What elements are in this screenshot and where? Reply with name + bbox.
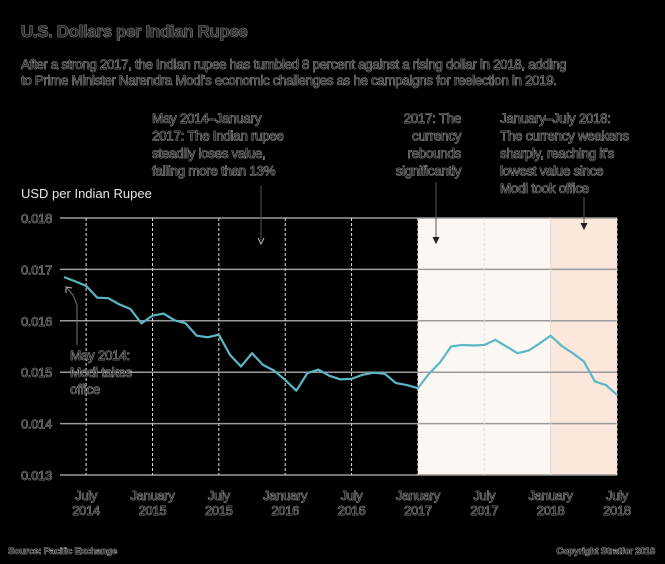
shaded-period-2017 [417, 218, 551, 475]
gridlines [60, 217, 618, 476]
x-tick-label-year: 2016 [271, 503, 299, 518]
subtitle-line-2: to Prime Minister Narendra Modi's econom… [21, 73, 557, 88]
arrow-head-icon [432, 236, 440, 245]
x-tick-label-month: January [130, 488, 175, 503]
x-tick-label-month: July [341, 488, 364, 503]
arrow-line-4 [66, 287, 78, 345]
chart-title: U.S. Dollars per Indian Rupee [21, 22, 247, 41]
annotation-line: falling more than 13% [152, 164, 276, 179]
y-tick-label: 0.017 [21, 262, 52, 277]
annotation-line: 2017: The [404, 111, 461, 126]
annotation-2017: 2017: The currency rebounds significantly [395, 111, 462, 179]
x-tick-label-month: July [473, 488, 496, 503]
x-tick-label-year: 2018 [537, 503, 565, 518]
x-tick-label-month: July [606, 488, 629, 503]
x-tick-label-year: 2014 [72, 503, 100, 518]
y-tick-label: 0.013 [21, 468, 52, 483]
x-tick-label-month: January [396, 488, 441, 503]
series-line [63, 276, 618, 396]
x-tick-label-year: 2015 [205, 503, 233, 518]
y-tick-label: 0.018 [21, 211, 52, 226]
x-tick-label-year: 2016 [338, 503, 366, 518]
x-tick-label-month: July [75, 488, 98, 503]
annotation-line: significantly [396, 164, 462, 179]
y-tick-label: 0.014 [21, 417, 52, 432]
annotation-line: sharply, reaching it's [500, 146, 615, 161]
shaded-periods [417, 218, 617, 475]
x-tick-label-month: January [263, 488, 308, 503]
x-tick-label-year: 2017 [470, 503, 498, 518]
y-tick-label: 0.015 [21, 365, 52, 380]
y-tick-label: 0.016 [21, 314, 52, 329]
source-note: Source: Pacific Exchange [8, 546, 117, 557]
annotation-line: lowest value since [500, 164, 603, 179]
shaded-period-2018 [550, 218, 617, 475]
copyright-note: Copyright Stratfor 2018 [556, 546, 655, 557]
y-axis-ticks: 0.013 0.014 0.015 0.016 0.017 0.018 [21, 211, 53, 484]
y-axis-label: USD per Indian Rupee [21, 186, 152, 201]
x-tick-label-month: January [529, 488, 574, 503]
annotation-line: May 2014–January [152, 111, 262, 126]
x-tick-label-month: July [208, 488, 231, 503]
annotation-2014-2017: May 2014–January 2017: The Indian rupee st… [152, 111, 285, 179]
x-axis-ticks: July2014January2015July2015January2016Ju… [72, 488, 632, 519]
annotation-line: rebounds [408, 146, 462, 161]
x-tick-label-year: 2015 [139, 503, 167, 518]
annotation-line: January–July 2018: [500, 111, 611, 126]
annotation-line: Modi takes [70, 365, 132, 380]
annotation-line: The currency weakens [500, 129, 629, 144]
annotation-line: 2017: The Indian rupee [152, 129, 284, 144]
annotation-2018: January–July 2018: The currency weakens sh… [500, 111, 630, 197]
subtitle-line-1: After a strong 2017, the Indian rupee ha… [21, 57, 566, 72]
annotation-line: steadily loses value, [152, 146, 266, 161]
arrow-head-icon [65, 286, 73, 293]
annotation-arrows [65, 182, 588, 345]
annotation-line: May 2014: [70, 348, 130, 363]
annotation-modi-takes-office: May 2014: Modi takes office [70, 348, 133, 398]
annotation-line: office [70, 382, 100, 397]
x-tick-label-year: 2017 [404, 503, 432, 518]
arrow-head-icon [257, 237, 265, 246]
arrow-head-icon [580, 222, 588, 231]
annotation-line: Modi took office [500, 181, 589, 196]
annotation-line: currency [412, 129, 462, 144]
x-tick-label-year: 2018 [603, 503, 631, 518]
